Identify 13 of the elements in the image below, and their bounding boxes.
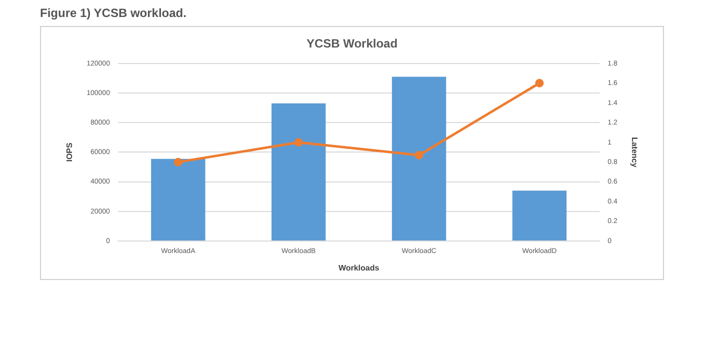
point (174, 158, 182, 166)
bar (151, 158, 206, 240)
bar (272, 103, 326, 240)
y2-axis-title: Latency (630, 137, 639, 168)
y-axis-title: IOPS (65, 142, 74, 162)
chart-title: YCSB Workload (306, 36, 398, 51)
point (294, 138, 303, 147)
x-axis-title: Workloads (338, 263, 380, 272)
point (414, 150, 424, 160)
caption: Figure 1) YCSB workload. (40, 6, 186, 20)
bar (512, 190, 567, 240)
bar (392, 76, 446, 240)
point (535, 78, 544, 88)
